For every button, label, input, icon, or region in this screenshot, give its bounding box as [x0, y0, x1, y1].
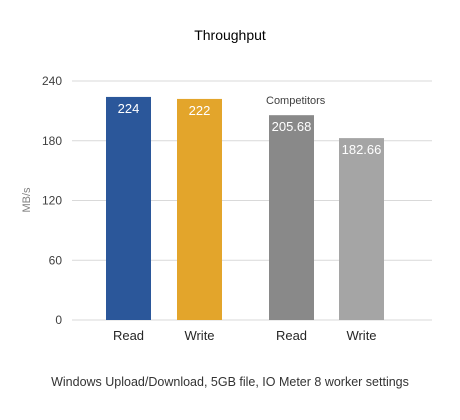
bars [106, 96, 384, 320]
y-tick-label: 180 [42, 134, 62, 148]
chart-title: Throughput [194, 27, 266, 43]
y-axis-label: MB/s [21, 187, 33, 213]
chart-caption: Windows Upload/Download, 5GB file, IO Me… [51, 375, 409, 389]
bar [106, 96, 151, 320]
x-category-label: Write [346, 328, 376, 343]
x-category-label: Write [184, 328, 214, 343]
bar [269, 115, 314, 320]
bar-value-label: 205.68 [272, 119, 312, 134]
x-axis-categories: Read Write Read Write [113, 328, 377, 343]
y-axis-ticks: 0 60 120 180 240 [42, 74, 62, 327]
bar [339, 138, 384, 320]
bar-value-label: 222 [189, 103, 211, 118]
y-tick-label: 240 [42, 74, 62, 88]
y-tick-label: 0 [55, 313, 62, 327]
y-tick-label: 60 [49, 253, 63, 267]
bar-value-label: 182.66 [342, 142, 382, 157]
y-tick-label: 120 [42, 194, 62, 208]
competitors-annotation: Competitors [266, 95, 326, 107]
value-labels: 224 222 205.68 182.66 [118, 101, 382, 157]
bar [177, 98, 222, 320]
x-category-label: Read [113, 328, 144, 343]
bar-value-label: 224 [118, 101, 140, 116]
x-category-label: Read [276, 328, 307, 343]
